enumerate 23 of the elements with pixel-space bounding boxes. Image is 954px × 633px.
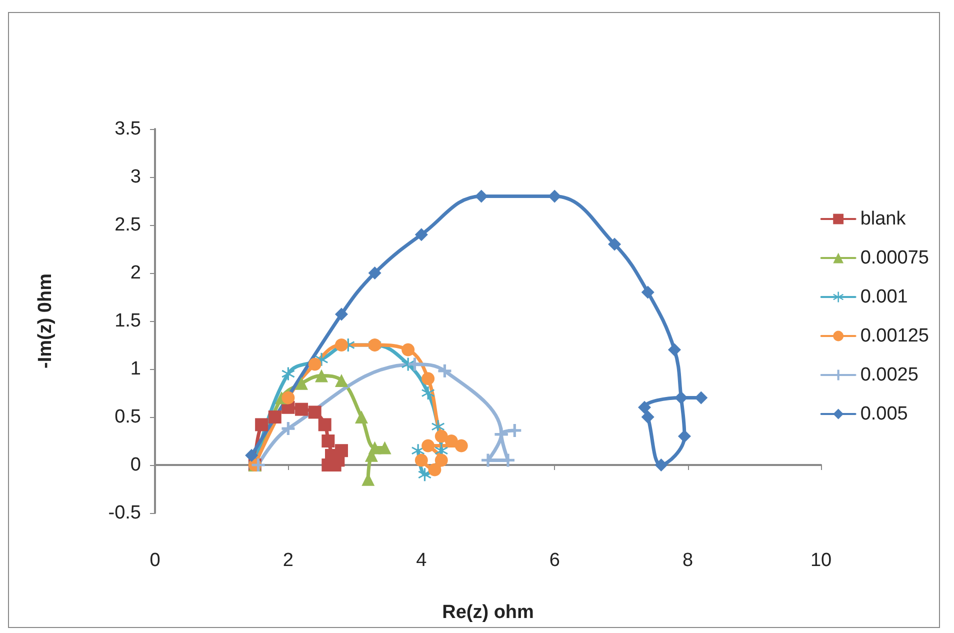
y-tick-label: 0: [130, 454, 141, 476]
y-tick-label: -0.5: [108, 502, 141, 524]
legend-label: 0.001: [860, 286, 908, 308]
y-axis-title: -Im(z) 0hm: [35, 274, 56, 368]
x-axis-title: Re(z) ohm: [442, 602, 534, 623]
legend-label: blank: [860, 208, 906, 230]
x-tick-label: 8: [682, 550, 694, 571]
x-tick-label: 2: [282, 550, 294, 571]
y-tick-label: 0.5: [114, 406, 141, 428]
y-tick-label: 1.5: [114, 310, 141, 332]
y-tick-label: 2: [130, 262, 141, 284]
legend-label: 0.0025: [860, 364, 918, 386]
x-tick-label: 0: [150, 550, 160, 571]
y-tick-label: 3: [130, 166, 141, 188]
legend-label: 0.005: [860, 404, 908, 424]
legend-label: 0.00075: [860, 248, 930, 268]
x-tick-label: 10: [810, 550, 832, 571]
y-tick-label: 2.5: [114, 214, 141, 236]
x-tick-label: 6: [549, 550, 560, 571]
legend-label: 0.00125: [860, 326, 930, 346]
x-tick-label: 4: [416, 550, 428, 571]
y-tick-label: 3.5: [114, 118, 141, 140]
y-tick-label: 1: [130, 358, 141, 380]
